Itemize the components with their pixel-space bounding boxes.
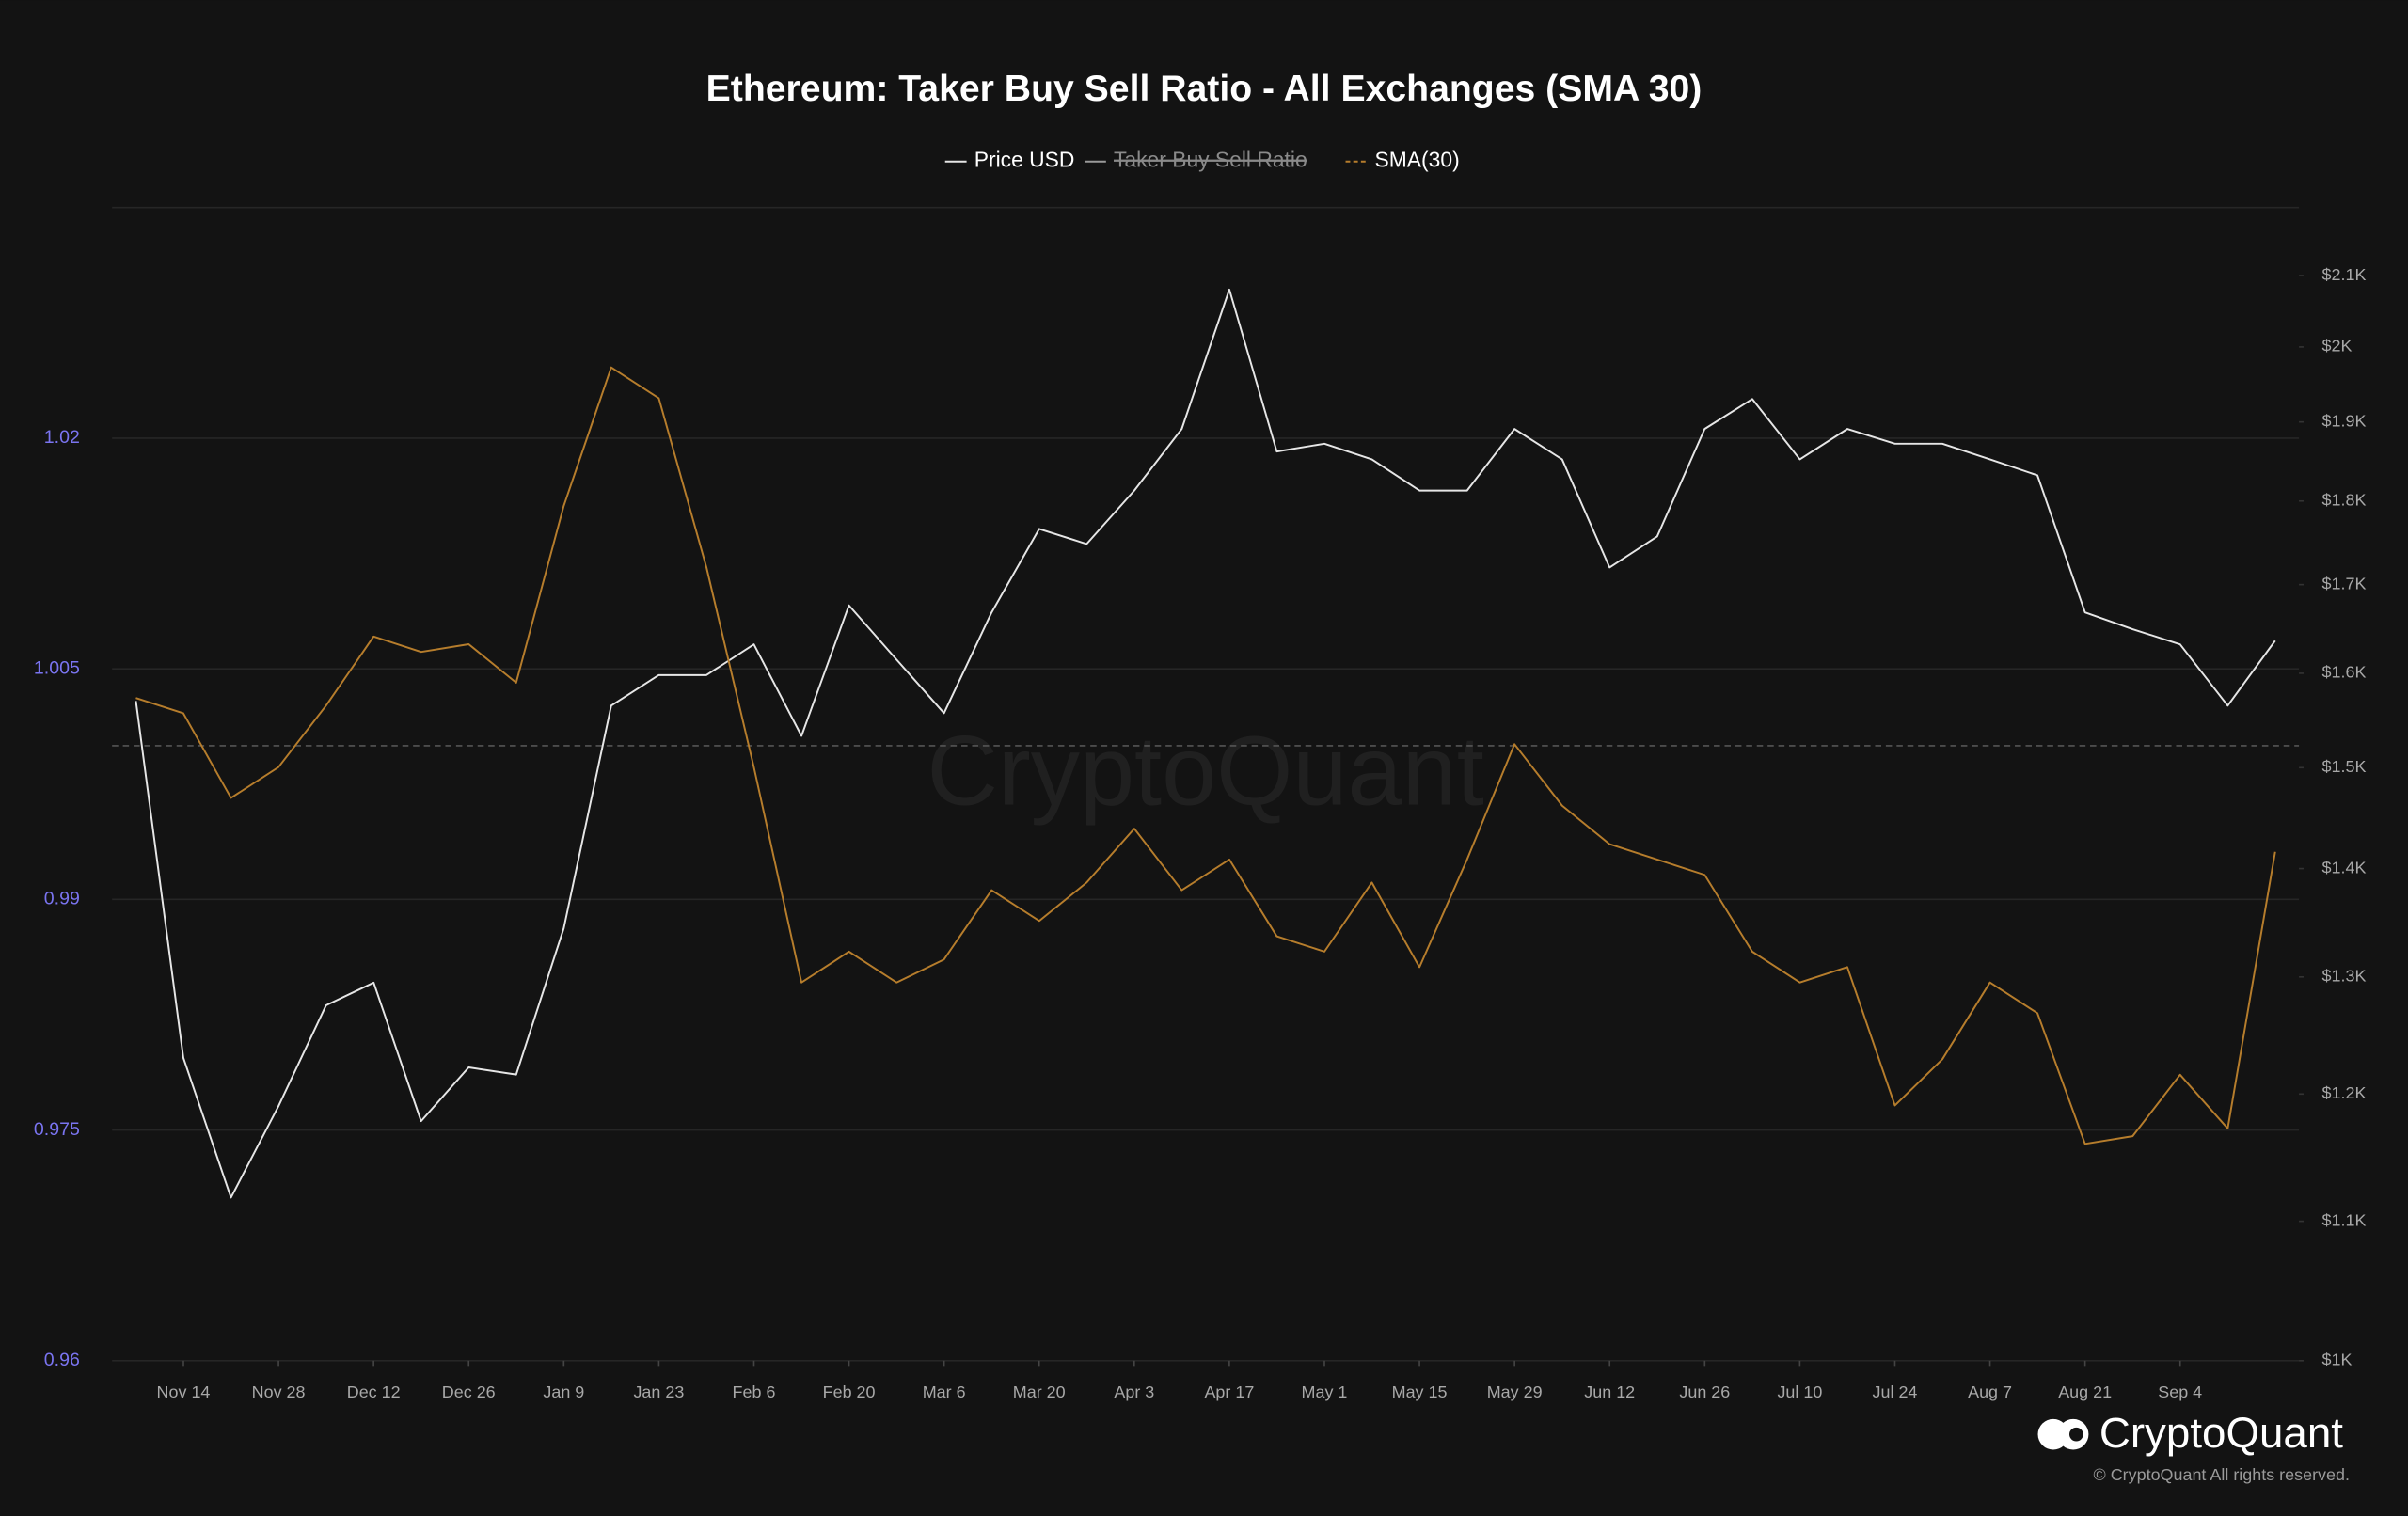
y2-tick-label: $1.2K — [2322, 1083, 2367, 1102]
x-tick-label: Jun 26 — [1679, 1382, 1730, 1401]
x-tick-label: Dec 12 — [347, 1382, 401, 1401]
y2-tick-label: $1.9K — [2322, 411, 2367, 430]
y2-tick-label: $2.1K — [2322, 265, 2367, 284]
series-line — [135, 288, 2276, 1199]
y2-tick-label: $2K — [2322, 337, 2353, 355]
copyright: © CryptoQuant All rights reserved. — [2094, 1465, 2350, 1484]
x-tick-label: Feb 6 — [733, 1382, 776, 1401]
x-tick-label: Nov 14 — [157, 1382, 211, 1401]
legend-label: SMA(30) — [1375, 148, 1460, 172]
y2-tick-label: $1.1K — [2322, 1210, 2367, 1229]
x-tick-label: Jul 24 — [1873, 1382, 1918, 1401]
watermark: CryptoQuant — [927, 717, 1483, 827]
x-tick-label: Sep 4 — [2158, 1382, 2202, 1401]
x-tick-label: Jun 12 — [1584, 1382, 1635, 1401]
x-tick-label: Apr 17 — [1204, 1382, 1254, 1401]
y-tick-label: 1.005 — [34, 657, 80, 678]
legend-label: Price USD — [974, 148, 1075, 172]
series-line — [135, 366, 2276, 1145]
x-tick-label: May 29 — [1487, 1382, 1543, 1401]
x-tick-label: Aug 7 — [1968, 1382, 2012, 1401]
x-tick-label: Mar 6 — [923, 1382, 966, 1401]
x-tick-label: Dec 26 — [442, 1382, 496, 1401]
y-tick-label: 0.99 — [44, 889, 80, 909]
y2-tick-label: $1K — [2322, 1350, 2353, 1369]
x-tick-label: May 15 — [1392, 1382, 1448, 1401]
legend-label: Taker Buy Sell Ratio — [1114, 148, 1307, 172]
brand-logo — [2037, 1418, 2089, 1450]
y-tick-label: 0.975 — [34, 1119, 80, 1140]
x-tick-label: Jan 9 — [543, 1382, 584, 1401]
x-tick-label: Apr 3 — [1114, 1382, 1154, 1401]
brand-name: CryptoQuant — [2099, 1409, 2343, 1457]
logo-icon — [2069, 1427, 2083, 1442]
x-tick-label: Jul 10 — [1777, 1382, 1822, 1401]
legend: Price USD Taker Buy Sell Ratio SMA(30) — [944, 148, 1460, 172]
y2-tick-label: $1.3K — [2322, 967, 2367, 986]
x-tick-label: Mar 20 — [1013, 1382, 1066, 1401]
y2-tick-label: $1.7K — [2322, 574, 2367, 592]
y2-tick-label: $1.4K — [2322, 858, 2367, 876]
y2-tick-label: $1.5K — [2322, 757, 2367, 776]
y2-tick-label: $1.8K — [2322, 490, 2367, 509]
x-tick-label: Feb 20 — [823, 1382, 876, 1401]
x-tick-label: May 1 — [1302, 1382, 1348, 1401]
y2-tick-label: $1.6K — [2322, 663, 2367, 682]
x-tick-label: Aug 21 — [2058, 1382, 2112, 1401]
chart-title: Ethereum: Taker Buy Sell Ratio - All Exc… — [706, 69, 1703, 109]
x-tick-label: Jan 23 — [633, 1382, 684, 1401]
y-tick-label: 1.02 — [44, 427, 80, 448]
y-tick-label: 0.96 — [44, 1350, 80, 1370]
x-tick-label: Nov 28 — [252, 1382, 306, 1401]
